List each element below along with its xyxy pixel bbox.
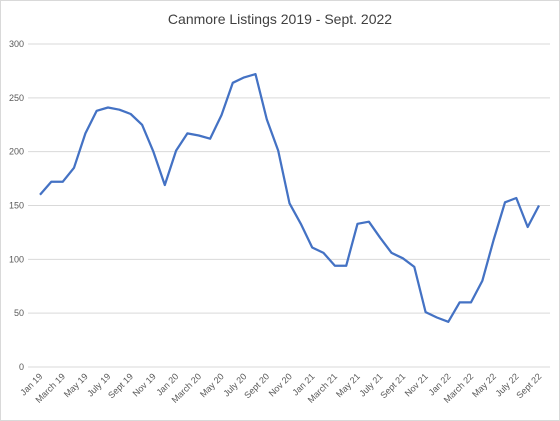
y-tick-label: 250	[9, 93, 24, 103]
y-tick-label: 100	[9, 254, 24, 264]
y-tick-label: 0	[19, 362, 24, 372]
data-line	[39, 72, 540, 323]
y-tick-label: 200	[9, 147, 24, 157]
y-tick-label: 300	[9, 39, 24, 49]
y-tick-label: 150	[9, 201, 24, 211]
y-tick-label: 50	[14, 308, 24, 318]
chart-title: Canmore Listings 2019 - Sept. 2022	[168, 11, 392, 27]
